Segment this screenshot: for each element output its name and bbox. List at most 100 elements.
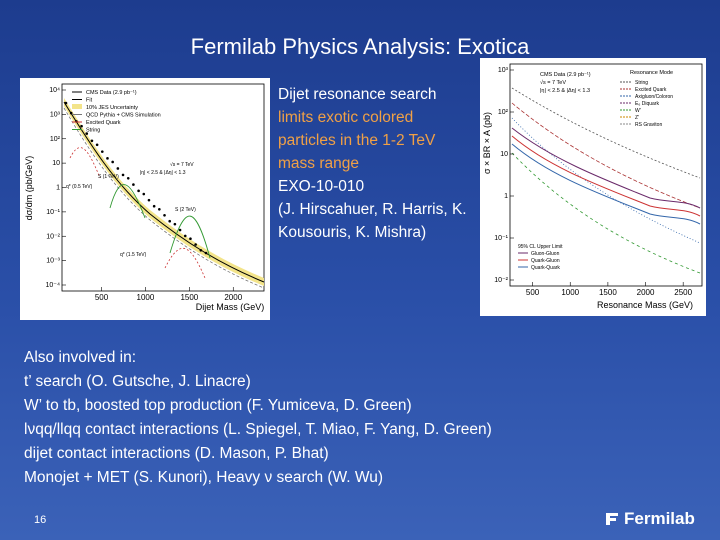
legend-label: Excited Quark xyxy=(635,87,667,93)
y-tick-label: 10⁻³ xyxy=(46,258,60,265)
description-highlight: limits exotic colored particles in the 1… xyxy=(278,109,436,172)
model-curve xyxy=(511,152,701,274)
fit-curve xyxy=(63,101,265,283)
note: |η| < 2.5 & |Δη| < 1.3 xyxy=(140,170,186,176)
notes: CMS Data (2.9 pb⁻¹)√s = 7 TeV |η| < 2.5 &… xyxy=(540,72,591,94)
limit-curve xyxy=(511,135,701,217)
data-point xyxy=(178,228,182,232)
excited-quark-curve xyxy=(164,248,206,279)
x-tick-label: 1500 xyxy=(599,288,617,297)
note: CMS Data (2.9 pb⁻¹) xyxy=(540,72,591,78)
logo-icon xyxy=(606,513,618,525)
data-point xyxy=(194,243,197,246)
y-tick-label: 10⁻² xyxy=(46,233,60,240)
data-point xyxy=(168,219,172,223)
legend-label: Z' xyxy=(635,115,639,121)
legend-label: W' xyxy=(635,108,641,114)
legend-label: 95% CL Upper Limit xyxy=(518,244,563,250)
data-point xyxy=(152,204,156,208)
model-curve xyxy=(511,117,701,244)
data-point xyxy=(132,183,135,186)
legend-label: E₆ Diquark xyxy=(635,101,659,107)
y-tick-label: 10 xyxy=(52,160,60,167)
legend-label: CMS Data (2.9 pb⁻¹) xyxy=(86,90,137,96)
data-point xyxy=(106,157,109,160)
legend-label: Gluon-Gluon xyxy=(531,251,560,257)
x-tick-label: 2500 xyxy=(674,288,692,297)
x-axis-label: Dijet Mass (GeV) xyxy=(196,302,265,312)
x-axis-label: Resonance Mass (GeV) xyxy=(597,300,693,310)
x-tick-label: 1000 xyxy=(137,293,155,302)
data-point xyxy=(183,234,187,238)
involvement-item: dijet contact interactions (D. Mason, P.… xyxy=(24,445,329,462)
y-tick-label: 1 xyxy=(56,185,60,192)
legend-title: Resonance Mode xyxy=(630,70,673,76)
involvement-list: t’ search (O. Gutsche, J. Linacre) W’ to … xyxy=(24,370,492,490)
data-point xyxy=(116,167,120,170)
resonance-limit-plot: σ × BR × A (pb) Resonance Mass (GeV) Res… xyxy=(480,58,706,316)
legend-swatch xyxy=(72,104,82,109)
x-tick-label: 500 xyxy=(526,288,540,297)
limit-curve xyxy=(511,143,701,225)
description-heading: Dijet resonance search xyxy=(278,86,437,103)
note: √s = 7 TeV xyxy=(540,79,566,86)
legend-label: Fit xyxy=(86,98,93,104)
involvement-item: Monojet + MET (S. Kunori), Heavy ν searc… xyxy=(24,469,384,486)
data-point xyxy=(158,207,161,211)
y-tick-label: 10⁻² xyxy=(494,277,508,284)
page-number: 16 xyxy=(34,514,47,526)
y-tick-label: 10³ xyxy=(50,111,61,118)
annotation: S (2 TeV) xyxy=(175,207,196,213)
also-heading: Also involved in: xyxy=(24,349,137,366)
excited-quark-curve xyxy=(69,147,101,179)
limit-curve xyxy=(511,127,701,209)
analysis-id: EXO-10-010 xyxy=(278,178,365,195)
data-point xyxy=(69,111,73,115)
data-point xyxy=(189,237,192,241)
data-point xyxy=(142,192,146,196)
y-axis-label: dσ/dm (pb/GeV) xyxy=(24,156,34,221)
plot-frame xyxy=(509,63,703,287)
legend-label: QCD Pythia + CMS Simulation xyxy=(86,113,161,119)
legend-label: Quark-Gluon xyxy=(531,258,560,264)
x-tick-label: 500 xyxy=(95,293,109,302)
string-curve xyxy=(109,184,146,219)
annotation: S (1 TeV) xyxy=(98,174,119,180)
annotation: q* (1.5 TeV) xyxy=(120,252,147,258)
note: |η| < 2.5 & |Δη| < 1.3 xyxy=(540,88,590,94)
logo-text: Fermilab xyxy=(624,509,695,528)
y-tick-label: 10² xyxy=(50,136,61,143)
data-point xyxy=(199,248,203,252)
y-tick-label: 10 xyxy=(500,151,508,158)
model-curve xyxy=(511,87,701,179)
annotation: q* (0.5 TeV) xyxy=(66,184,93,190)
legend-label: String xyxy=(86,128,100,134)
legend-label: Axigluon/Coloron xyxy=(635,94,673,100)
model-curve xyxy=(511,102,701,209)
qcd-curve xyxy=(63,107,265,289)
data-point xyxy=(173,222,177,226)
data-point xyxy=(80,124,83,128)
plot-background xyxy=(480,58,706,316)
data-point xyxy=(85,132,89,135)
y-tick-label: 10⁴ xyxy=(49,87,60,94)
legend-label: Quark-Quark xyxy=(531,265,560,271)
description: Dijet resonance search limits exotic col… xyxy=(278,83,473,244)
data-point xyxy=(95,143,99,147)
also-involved: Also involved in: t’ search (O. Gutsche,… xyxy=(24,346,492,490)
x-tick-label: 2000 xyxy=(637,288,655,297)
x-tick-label: 2000 xyxy=(224,293,242,302)
string-curve xyxy=(169,215,211,259)
y-tick-label: 10² xyxy=(498,109,509,116)
legend-label: String xyxy=(635,80,648,86)
authors: (J. Hirscahuer, R. Harris, K. Kousouris,… xyxy=(278,201,467,241)
y-tick-label: 10⁻¹ xyxy=(46,209,60,216)
legend-label: 10% JES Uncertainty xyxy=(86,105,138,111)
x-tick-label: 1000 xyxy=(561,288,579,297)
data-point xyxy=(111,160,114,164)
y-tick-label: 1 xyxy=(504,193,508,200)
data-point xyxy=(90,139,94,143)
